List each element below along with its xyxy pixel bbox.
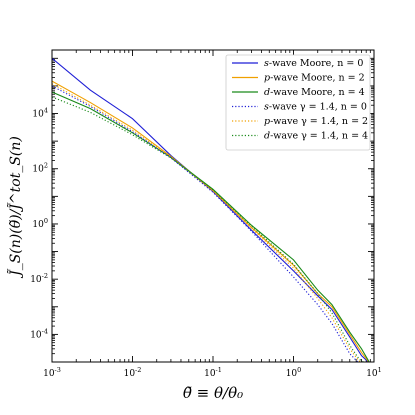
legend: s-wave Moore, n = 0 p-wave Moore, n = 2 d-…	[225, 54, 371, 151]
x-tick-label: 100	[286, 366, 302, 379]
x-tick-label: 101	[366, 366, 382, 379]
legend-box	[225, 54, 371, 151]
series-line-5	[52, 96, 365, 362]
x-tick-label: 10-1	[204, 366, 222, 379]
legend-label: d-wave Moore, n = 4	[264, 87, 365, 98]
x-tick-label: 10-2	[124, 366, 142, 379]
y-axis-label: J̃_S(n)(θ̃)/J̃^tot_S(n)	[6, 136, 24, 279]
plot-frame	[51, 49, 375, 363]
x-tick-label: 10-3	[43, 366, 61, 379]
y-tick-label: 102	[32, 162, 48, 175]
y-tick-label: 10-2	[30, 272, 48, 285]
plot-series	[52, 57, 370, 362]
y-tick-label: 10-4	[30, 327, 48, 340]
series-line-4	[52, 83, 364, 362]
legend-label: p-wave γ = 1.4, n = 2	[264, 116, 368, 127]
tick-labels: 10-3 10-2 10-1 100 101 10-4 10-2 100 102 104	[30, 107, 382, 379]
series-line-0	[52, 57, 370, 362]
y-tick-label: 104	[32, 107, 48, 120]
y-tick-label: 100	[32, 217, 48, 230]
series-line-3	[52, 85, 359, 362]
series-line-1	[52, 80, 370, 362]
legend-label: d-wave γ = 1.4, n = 4	[264, 131, 368, 142]
x-axis-label: θ̃ ≡ θ/θ₀	[183, 384, 243, 402]
series-line-2	[52, 91, 370, 362]
legend-label: p-wave Moore, n = 2	[264, 73, 365, 84]
legend-label: s-wave Moore, n = 0	[264, 58, 363, 69]
legend-label: s-wave γ = 1.4, n = 0	[264, 102, 367, 113]
